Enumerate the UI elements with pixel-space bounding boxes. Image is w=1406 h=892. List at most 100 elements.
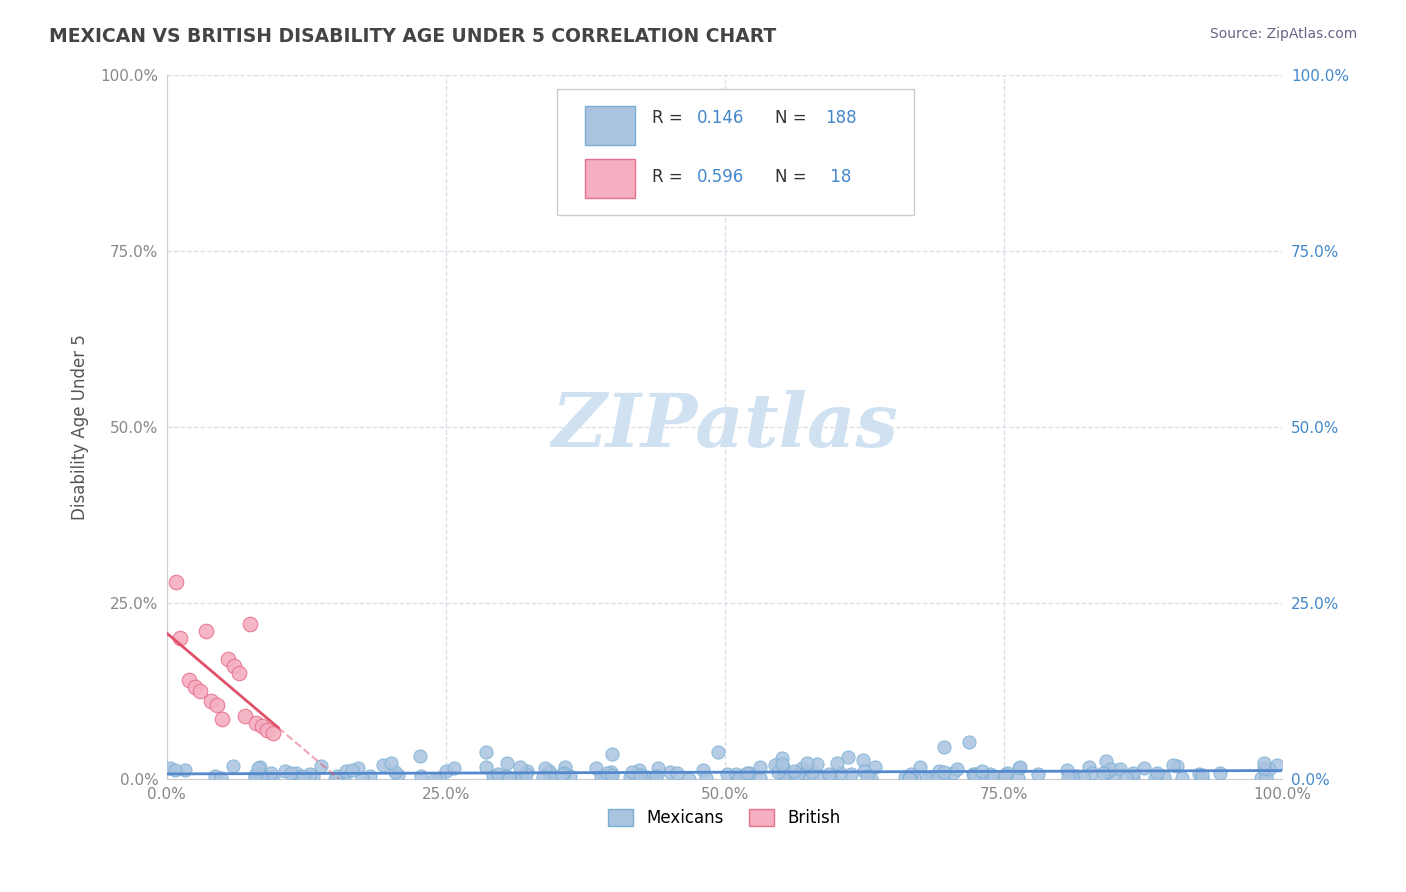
Point xyxy=(600,767,623,781)
Point xyxy=(644,769,666,783)
Point xyxy=(1026,766,1049,780)
Point xyxy=(728,771,751,785)
Point xyxy=(631,769,654,783)
Point xyxy=(553,765,575,780)
Point xyxy=(1007,771,1029,785)
Point xyxy=(495,769,517,783)
Point xyxy=(250,768,273,782)
Text: ZIPatlas: ZIPatlas xyxy=(551,391,898,463)
Point xyxy=(993,771,1015,785)
Point xyxy=(262,726,284,740)
Point xyxy=(1258,762,1281,776)
Point xyxy=(763,758,786,772)
Point xyxy=(326,769,349,783)
Point xyxy=(600,747,623,761)
Point xyxy=(852,764,875,778)
Point xyxy=(538,765,561,780)
Point xyxy=(915,772,938,786)
Point xyxy=(839,767,862,781)
Point xyxy=(994,767,1017,781)
Point xyxy=(796,756,818,771)
Text: 0.596: 0.596 xyxy=(697,168,744,186)
Point xyxy=(554,759,576,773)
Point xyxy=(1143,772,1166,786)
Point xyxy=(979,766,1001,780)
Text: R =: R = xyxy=(652,168,688,186)
Point xyxy=(1209,766,1232,780)
Point xyxy=(211,712,233,726)
Text: N =: N = xyxy=(775,168,811,186)
Point xyxy=(512,770,534,784)
Point xyxy=(340,764,363,778)
Point xyxy=(1010,760,1032,774)
Point xyxy=(335,764,357,779)
Point xyxy=(927,771,949,785)
Point xyxy=(920,770,942,784)
Point xyxy=(855,769,877,783)
Point xyxy=(863,760,886,774)
Point xyxy=(959,735,981,749)
Point xyxy=(249,760,271,774)
Point xyxy=(498,771,520,785)
Point xyxy=(859,772,882,786)
Point xyxy=(772,760,794,774)
Point xyxy=(735,766,758,780)
Point xyxy=(972,764,994,778)
Point xyxy=(284,766,307,780)
Text: 188: 188 xyxy=(825,109,856,128)
Legend: Mexicans, British: Mexicans, British xyxy=(602,803,848,834)
Text: Source: ZipAtlas.com: Source: ZipAtlas.com xyxy=(1209,27,1357,41)
Point xyxy=(323,772,346,786)
Point xyxy=(387,768,409,782)
Point xyxy=(735,767,758,781)
Point xyxy=(533,761,555,775)
Point xyxy=(585,761,607,775)
Point xyxy=(666,766,689,780)
Point xyxy=(486,766,509,780)
Point xyxy=(1056,763,1078,777)
Point xyxy=(946,762,969,776)
Point xyxy=(628,768,651,782)
Point xyxy=(593,772,616,786)
Point xyxy=(706,745,728,759)
Point xyxy=(290,770,312,784)
Point xyxy=(794,765,817,780)
Point xyxy=(475,745,498,759)
Point xyxy=(409,749,432,764)
Point xyxy=(983,769,1005,783)
Text: 0.146: 0.146 xyxy=(697,109,744,128)
Point xyxy=(900,767,922,781)
Point xyxy=(766,764,789,779)
Point xyxy=(599,769,621,783)
Point xyxy=(825,756,848,770)
Point xyxy=(159,761,181,775)
Point xyxy=(256,723,278,737)
Point xyxy=(194,624,217,638)
Point xyxy=(427,771,450,785)
Point xyxy=(963,767,986,781)
Point xyxy=(183,681,205,695)
Point xyxy=(1250,771,1272,785)
Point xyxy=(695,771,717,785)
Point xyxy=(1099,762,1122,776)
Point xyxy=(165,574,187,589)
Point xyxy=(373,758,395,772)
Point xyxy=(1077,760,1099,774)
Point xyxy=(725,767,748,781)
Point xyxy=(359,769,381,783)
Point xyxy=(411,769,433,783)
Point xyxy=(260,766,283,780)
Point xyxy=(443,761,465,775)
Point xyxy=(1115,771,1137,785)
Point xyxy=(1071,770,1094,784)
Point xyxy=(1122,766,1144,780)
Point xyxy=(233,708,256,723)
Point xyxy=(786,767,808,781)
Point xyxy=(425,772,447,786)
Point xyxy=(770,757,793,772)
Point xyxy=(352,771,374,785)
Point xyxy=(790,761,813,775)
Point xyxy=(1064,769,1087,783)
Point xyxy=(1166,759,1188,773)
Point xyxy=(163,763,186,777)
